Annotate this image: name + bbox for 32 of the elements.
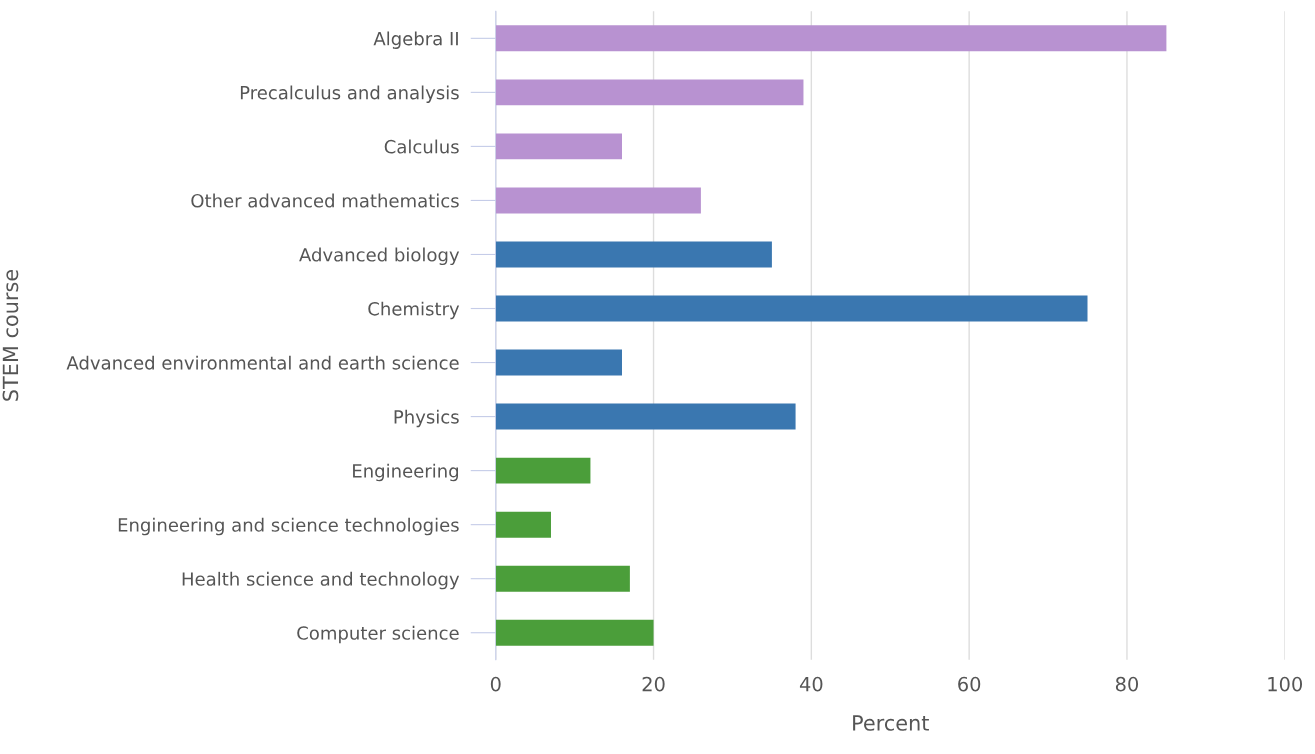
y-tick-label: Other advanced mathematics: [191, 193, 459, 208]
bar: [495, 619, 654, 646]
x-tick-label: 60: [958, 676, 981, 692]
y-tick-label: Algebra II: [373, 31, 458, 49]
x-tick-label: 40: [799, 676, 823, 692]
y-tick-label: Advanced biology: [299, 247, 460, 266]
y-tick-label: Chemistry: [368, 301, 460, 320]
bar: [495, 25, 1167, 52]
bar: [495, 511, 551, 538]
y-tick-label: Engineering: [353, 463, 458, 482]
bar: [495, 565, 630, 592]
bar: [495, 133, 622, 160]
bar: [495, 295, 1088, 322]
bar: [495, 187, 701, 214]
x-tick-label: 0: [490, 676, 501, 692]
x-axis-title: Percent: [853, 715, 929, 731]
bar: [495, 349, 622, 376]
bar: [495, 241, 772, 268]
y-tick-label: Precalculus and analysis: [240, 85, 459, 103]
y-axis-title: STEM course: [2, 269, 19, 401]
y-tick-label: Physics: [394, 409, 459, 428]
y-tick-label: Health science and technology: [182, 571, 460, 590]
x-tick-label: 100: [1268, 676, 1303, 692]
bar: [495, 457, 591, 484]
y-tick-label: Advanced environmental and earth science: [66, 355, 459, 370]
y-tick-label: Calculus: [384, 139, 459, 154]
bar: [495, 403, 796, 430]
x-tick-label: 80: [1115, 676, 1139, 692]
y-tick-label: Computer science: [297, 625, 459, 644]
y-tick-label: Engineering and science technologies: [118, 517, 459, 536]
x-tick-label: 20: [642, 676, 665, 692]
bar: [495, 79, 804, 106]
